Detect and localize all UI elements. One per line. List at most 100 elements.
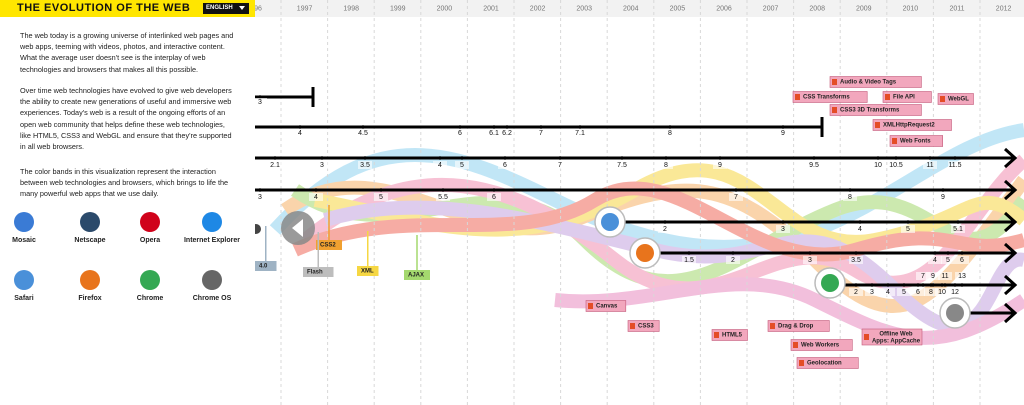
version-bg	[726, 256, 740, 264]
tag-box	[829, 104, 922, 116]
tag-box	[585, 300, 627, 312]
version-label: 5.1	[953, 226, 963, 233]
version-bg	[928, 256, 942, 264]
tech-tag[interactable]: WebGL	[937, 93, 974, 105]
year-label: 2005	[670, 5, 686, 12]
browser-item[interactable]: Safari	[0, 270, 54, 302]
version-bg	[853, 225, 867, 233]
tech-tag[interactable]: Canvas	[585, 300, 627, 312]
version-dot	[933, 251, 937, 255]
tag-label: CSS Transforms	[803, 95, 850, 101]
tag-icon	[940, 96, 945, 102]
version-label: 2.1	[270, 162, 280, 169]
legacy-tag-label: 4.0	[259, 264, 268, 270]
browser-item[interactable]: Netscape	[60, 212, 120, 244]
tech-tag[interactable]: CSS Transforms	[792, 91, 868, 103]
title: THE EVOLUTION OF THE WEB	[17, 2, 191, 14]
tech-tag[interactable]: Offline Web Apps: AppCache	[861, 328, 923, 346]
version-dot	[812, 156, 816, 160]
version-label: 10	[938, 289, 946, 296]
version-label: 4	[858, 226, 862, 233]
intro-paragraph: The web today is a growing universe of i…	[20, 31, 234, 74]
back-arrow	[292, 219, 303, 237]
version-label: 3.5	[360, 162, 370, 169]
version-dot	[620, 156, 624, 160]
version-bg	[682, 256, 696, 264]
tag-icon	[864, 334, 869, 340]
timeline-arrow	[1003, 302, 1018, 324]
tech-tag[interactable]: Web Workers	[790, 339, 853, 351]
version-bg	[553, 161, 567, 169]
version-bg	[901, 225, 915, 233]
version-label: 6	[492, 194, 496, 201]
version-dot	[894, 156, 898, 160]
tech-tag[interactable]: XMLHttpRequest2	[872, 119, 952, 131]
version-bg	[433, 161, 447, 169]
version-label: 7	[539, 130, 543, 137]
browser-item[interactable]: Firefox	[60, 270, 120, 302]
version-bg	[573, 129, 587, 137]
tag-icon	[793, 342, 798, 348]
version-dot	[854, 283, 858, 287]
version-dot	[505, 125, 509, 129]
version-label: 3	[781, 226, 785, 233]
version-bg	[955, 256, 969, 264]
tag-box	[796, 357, 859, 369]
tech-tag[interactable]: HTML5	[711, 329, 748, 341]
tech-tag[interactable]: Geolocation	[796, 357, 859, 369]
browser-marker-icon	[601, 213, 619, 231]
version-bg	[615, 161, 629, 169]
browser-item[interactable]: Opera	[120, 212, 180, 244]
version-label: 4	[438, 162, 442, 169]
version-bg	[935, 288, 949, 296]
version-dot	[943, 283, 947, 287]
tag-icon	[799, 360, 804, 366]
tag-icon	[588, 303, 593, 309]
timeline-arrow	[1003, 179, 1018, 201]
version-label: 11	[941, 273, 948, 280]
tech-tag[interactable]: Audio & Video Tags	[829, 76, 922, 88]
legacy-tag-label: CSS2	[320, 243, 336, 249]
version-dot	[928, 156, 932, 160]
browser-item[interactable]: Internet Explorer	[182, 212, 242, 244]
tag-label: WebGL	[948, 97, 969, 103]
version-dot	[492, 188, 496, 192]
tag-icon	[770, 323, 775, 329]
year-label: 1998	[343, 5, 359, 12]
version-dot	[960, 251, 964, 255]
version-bg	[658, 225, 672, 233]
version-bg	[803, 256, 817, 264]
year-label: 96	[255, 5, 262, 12]
year-label: 2004	[623, 5, 639, 12]
browser-label: Mosaic	[12, 237, 36, 244]
browser-icon	[202, 270, 222, 290]
browser-item[interactable]: Mosaic	[0, 212, 54, 244]
browser-label: Internet Explorer	[183, 237, 240, 244]
version-label: 9	[718, 162, 722, 169]
language-select[interactable]: ENGLISH	[203, 3, 249, 14]
browser-icon	[14, 212, 34, 232]
tech-tag[interactable]: File API	[882, 91, 932, 103]
tech-tag[interactable]: CSS3	[627, 320, 660, 332]
version-label: 7.5	[617, 162, 627, 169]
tag-icon	[630, 323, 635, 329]
tag-box	[889, 135, 944, 147]
legacy-tag-label: AJAX	[408, 273, 424, 279]
version-label: 2	[731, 257, 735, 264]
version-dot	[664, 156, 668, 160]
version-dot	[929, 283, 933, 287]
version-bg	[455, 161, 469, 169]
tag-box	[882, 91, 932, 103]
browser-item[interactable]: Chrome	[120, 270, 180, 302]
version-label: 5	[946, 257, 950, 264]
version-label: 4	[298, 130, 302, 137]
tag-label: Geolocation	[807, 361, 842, 367]
timeline: 96 1997 1998 1999 2000 2001 2002 2003 2004 2005 20…	[255, 0, 1024, 405]
browser-item[interactable]: Chrome OS	[182, 270, 242, 302]
version-dot	[956, 220, 960, 224]
tech-tag[interactable]: Drag & Drop	[767, 320, 830, 332]
scroll-left[interactable]	[255, 224, 261, 234]
tech-tag[interactable]: Web Fonts	[889, 135, 944, 147]
tech-tag[interactable]: CSS3 3D Transforms	[829, 104, 922, 116]
